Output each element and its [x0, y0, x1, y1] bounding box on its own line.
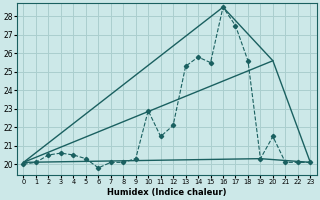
X-axis label: Humidex (Indice chaleur): Humidex (Indice chaleur)	[107, 188, 227, 197]
